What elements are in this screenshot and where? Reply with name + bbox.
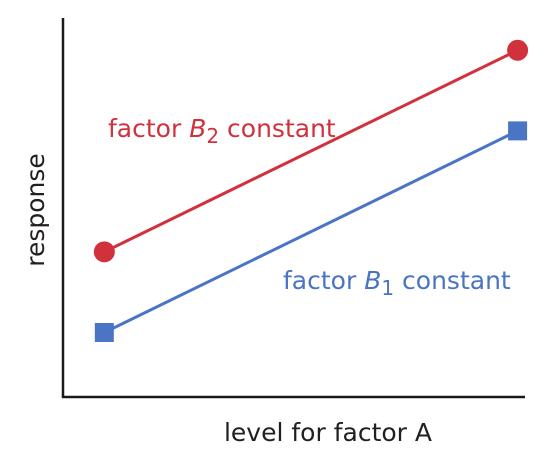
series-line-1 <box>103 129 519 334</box>
series-label-b2-prefix: factor <box>108 114 189 143</box>
x-axis-title: level for factor A <box>224 418 432 447</box>
series-label-b1-suffix: constant <box>394 266 511 295</box>
y-axis-title: response <box>21 153 50 267</box>
series-layer <box>93 39 529 342</box>
series-label-b1-prefix: factor <box>283 266 364 295</box>
series-label-b2: factor B2 constant <box>108 114 336 148</box>
series-line-0 <box>103 48 519 254</box>
series-label-b1-variable: B <box>364 266 381 295</box>
series-label-b1: factor B1 constant <box>283 266 511 300</box>
series-1-point-1 <box>508 121 528 141</box>
series-0-point-0 <box>93 241 115 263</box>
series-label-b1-subscript: 1 <box>381 276 394 300</box>
series-1-point-0 <box>94 322 114 342</box>
series-label-b2-suffix: constant <box>219 114 336 143</box>
series-label-b2-subscript: 2 <box>206 124 219 148</box>
series-label-b2-variable: B <box>189 114 206 143</box>
series-0-point-1 <box>507 39 529 61</box>
